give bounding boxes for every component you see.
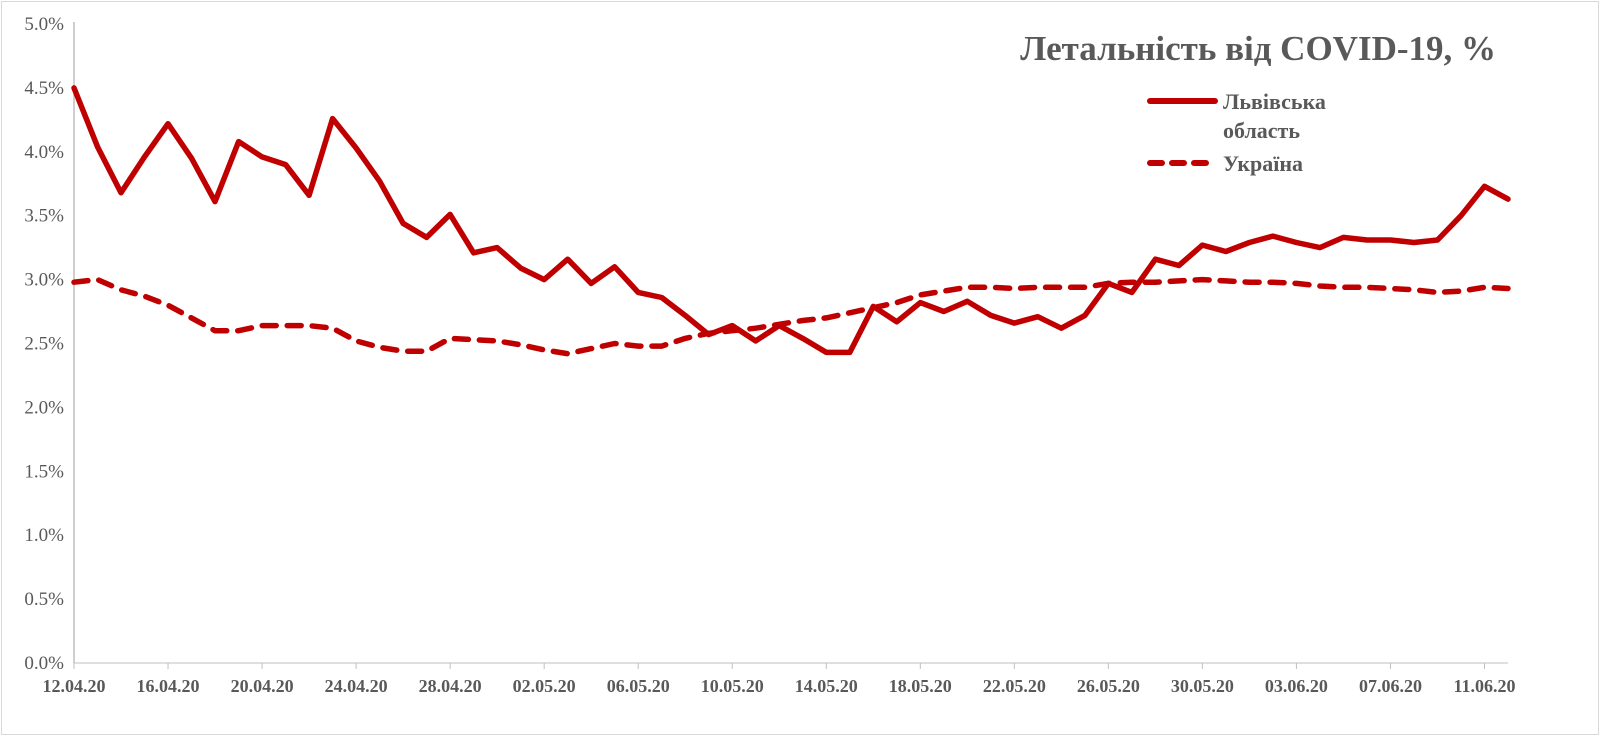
legend-label-ukraine: Україна [1223,151,1303,176]
x-tick-label: 22.05.20 [983,676,1046,696]
x-tick-label: 11.06.20 [1453,676,1515,696]
x-tick-label: 28.04.20 [419,676,482,696]
y-tick-label: 1.0% [24,525,64,546]
x-tick-label: 03.06.20 [1265,676,1328,696]
y-tick-label: 2.5% [24,334,64,355]
y-tick-label: 0.5% [24,589,64,610]
y-tick-label: 4.0% [24,142,64,163]
x-tick-label: 14.05.20 [795,676,858,696]
y-tick-label: 2.0% [24,397,64,418]
y-tick-label: 5.0% [24,14,64,35]
x-tick-label: 06.05.20 [607,676,670,696]
chart-title: Летальність від COVID-19, % [1020,29,1496,68]
y-tick-label: 4.5% [24,78,64,99]
legend-label-lviv-line1: Львівська [1223,89,1326,114]
x-tick-label: 30.05.20 [1171,676,1234,696]
x-tick-label: 16.04.20 [137,676,200,696]
y-tick-label: 3.5% [24,206,64,227]
x-tick-label: 18.05.20 [889,676,952,696]
x-tick-label: 26.05.20 [1077,676,1140,696]
x-tick-label: 07.06.20 [1359,676,1422,696]
x-tick-label: 24.04.20 [325,676,388,696]
series-line-ukraine [71,276,1511,357]
legend-label-lviv-line2: область [1223,118,1300,143]
legend: Львівська область Україна [1147,89,1326,176]
x-tick-label: 10.05.20 [701,676,764,696]
y-tick-label: 1.5% [24,461,64,482]
y-tick-label: 3.0% [24,270,64,291]
y-tick-label: 0.0% [24,653,64,674]
x-tick-label: 12.04.20 [43,676,106,696]
x-tick-label: 20.04.20 [231,676,294,696]
series-line-lviv [71,85,1511,356]
x-tick-label: 02.05.20 [513,676,576,696]
